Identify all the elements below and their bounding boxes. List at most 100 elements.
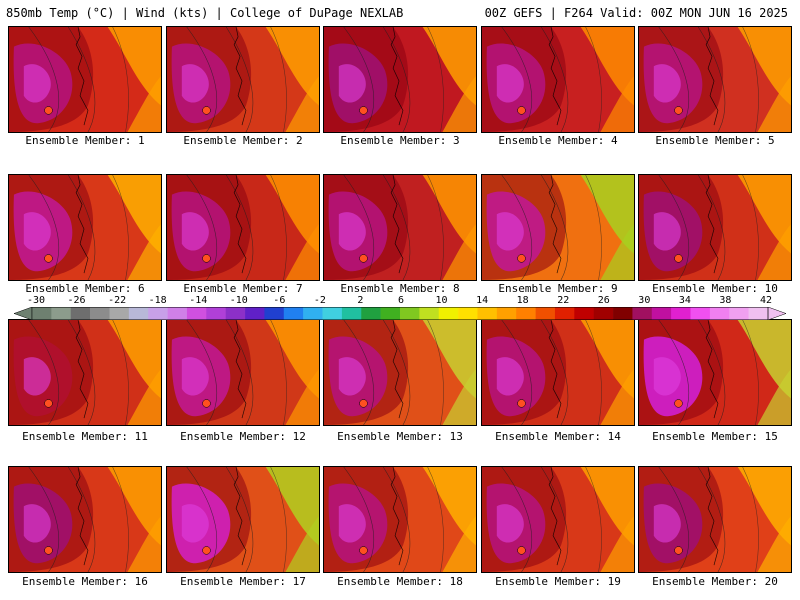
height-contour (540, 175, 569, 280)
height-contour (225, 175, 254, 280)
height-contour (501, 27, 533, 132)
hotspot (202, 106, 211, 115)
ensemble-member-label: Ensemble Member: 2 (183, 134, 303, 147)
ensemble-member-map (166, 174, 320, 281)
ensemble-member-label: Ensemble Member: 6 (25, 282, 145, 295)
colorbar-swatch (574, 307, 594, 320)
height-contour (225, 27, 254, 132)
hotspot (44, 546, 53, 555)
heat-max (181, 357, 209, 396)
heat-max (181, 504, 209, 543)
warm-sector-southeast (757, 516, 791, 572)
colorbar-swatch (341, 307, 362, 320)
height-contour (270, 467, 287, 572)
height-contour (501, 175, 533, 280)
warm-sector-southeast (757, 224, 791, 280)
height-contour (67, 27, 96, 132)
ensemble-member-map (323, 466, 477, 573)
warm-sector-southeast (127, 369, 161, 425)
height-contour (112, 467, 129, 572)
height-contour (742, 27, 759, 132)
colorbar-tick-label: 42 (759, 295, 773, 306)
colorbar-swatch (167, 307, 188, 320)
colorbar-tick-label: -22 (108, 295, 127, 306)
height-contour (540, 320, 569, 425)
coastline (548, 175, 562, 274)
height-contour (67, 175, 96, 280)
height-contour (540, 27, 569, 132)
ensemble-member-label: Ensemble Member: 4 (498, 134, 618, 147)
height-contour (742, 320, 759, 425)
run-valid-time: 00Z GEFS | F264 Valid: 00Z MON JUN 16 20… (484, 6, 788, 20)
coastline (705, 175, 719, 274)
height-contour (28, 320, 60, 425)
colorbar-swatch (90, 307, 110, 320)
height-contour (343, 320, 375, 425)
ensemble-member-map (638, 26, 792, 133)
heat-max (338, 504, 366, 543)
warm-sector-southeast (442, 76, 476, 132)
ensemble-member-label: Ensemble Member: 14 (495, 430, 621, 443)
warm-sector-east (265, 175, 319, 254)
colorbar-tick-label: 30 (638, 295, 651, 306)
height-contour (658, 175, 690, 280)
ensemble-member-label: Ensemble Member: 5 (655, 134, 775, 147)
warm-sector-southeast (757, 369, 791, 425)
colorbar-tick-label: 2 (357, 295, 364, 306)
height-contour (427, 320, 444, 425)
colorbar-tick-label: -14 (189, 295, 208, 306)
warm-sector-southeast (600, 224, 634, 280)
warm-sector-east (737, 320, 791, 399)
hotspot (202, 254, 211, 263)
height-contour (742, 467, 759, 572)
colorbar-swatch (206, 307, 226, 320)
colorbar-tick-label: 22 (557, 295, 570, 306)
colorbar-swatch (651, 307, 672, 320)
height-contour (225, 320, 254, 425)
heat-max (338, 212, 366, 251)
hotspot (359, 546, 368, 555)
colorbar-tick-label: 10 (435, 295, 448, 306)
coastline (233, 467, 247, 566)
colorbar-swatch (438, 307, 459, 320)
ensemble-member-label: Ensemble Member: 20 (652, 575, 778, 588)
coastline (233, 27, 247, 126)
height-contour (427, 467, 444, 572)
heat-max (338, 357, 366, 396)
colorbar-tick-label: -26 (67, 295, 86, 306)
colorbar-tick-label: 18 (516, 295, 529, 306)
ensemble-member-map (638, 466, 792, 573)
colorbar-swatch (477, 307, 498, 320)
ensemble-member-map (8, 26, 162, 133)
height-contour (112, 27, 129, 132)
ensemble-member-map (166, 319, 320, 426)
coastline (390, 175, 404, 274)
height-contour (186, 320, 218, 425)
heat-max (338, 64, 366, 103)
coastline (233, 175, 247, 274)
height-contour (697, 175, 726, 280)
height-contour (585, 467, 602, 572)
ensemble-member-map (323, 174, 477, 281)
height-contour (270, 175, 287, 280)
colorbar-swatch (690, 307, 711, 320)
hotspot (517, 106, 526, 115)
height-contour (697, 467, 726, 572)
height-contour (270, 320, 287, 425)
colorbar-swatch (458, 307, 478, 320)
heat-max (653, 357, 681, 396)
height-contour (501, 467, 533, 572)
hotspot (674, 254, 683, 263)
hotspot (202, 546, 211, 555)
warm-sector-southeast (285, 76, 319, 132)
coastline (705, 320, 719, 419)
colorbar-max-arrow (767, 307, 786, 320)
colorbar-swatch (380, 307, 401, 320)
colorbar-swatch (322, 307, 343, 320)
temperature-colorbar (14, 307, 786, 320)
colorbar-swatch (516, 307, 536, 320)
coastline (75, 467, 89, 566)
colorbar-tick-label: 14 (476, 295, 489, 306)
warm-sector-southeast (127, 76, 161, 132)
height-contour (28, 467, 60, 572)
